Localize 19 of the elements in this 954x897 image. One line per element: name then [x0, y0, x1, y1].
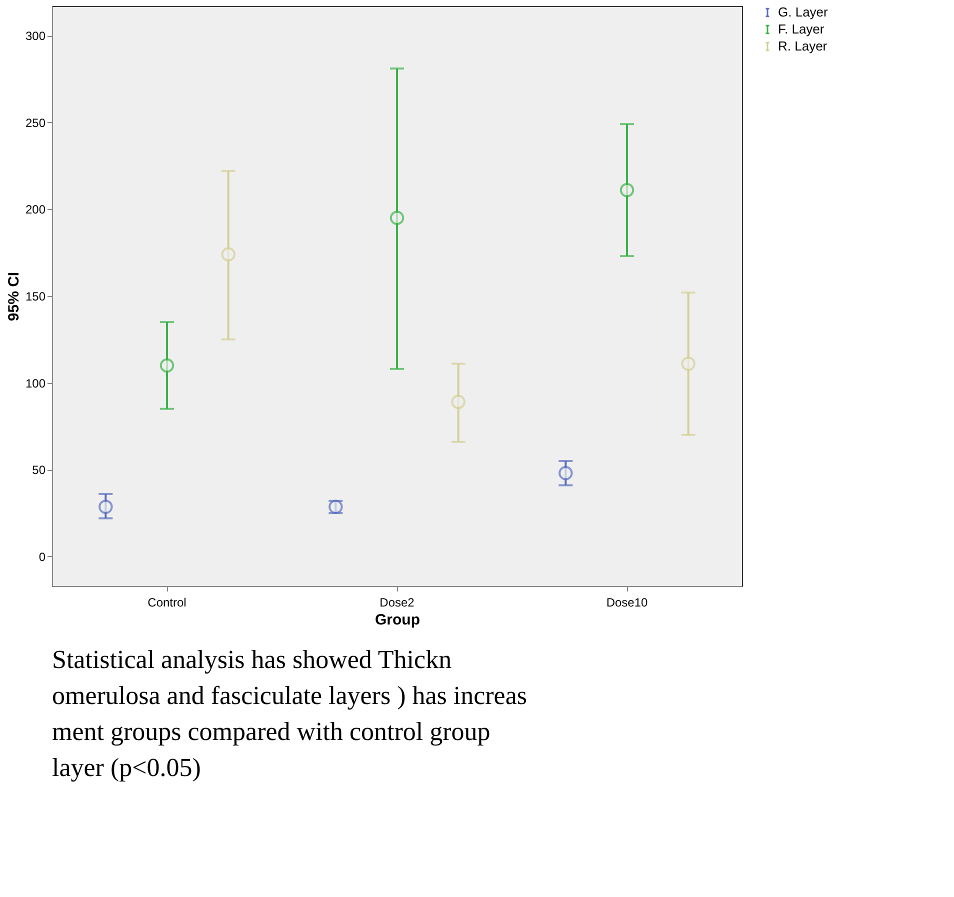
x-tick-label: Dose2: [380, 596, 415, 610]
legend-label: G. Layer: [778, 4, 829, 20]
text: Statistical analysis has showed Thickn: [52, 645, 452, 674]
text: layer (p<0.05): [52, 753, 201, 782]
text: ment groups compared with control group: [52, 717, 490, 746]
y-tick-label: 150: [25, 290, 46, 304]
y-tick-label: 100: [25, 376, 46, 390]
y-tick-label: 50: [32, 463, 46, 478]
legend-label: F. Layer: [778, 22, 825, 36]
y-axis-title: 95% CI: [5, 272, 22, 322]
y-tick-label: 300: [25, 29, 46, 44]
x-tick-label: Dose10: [606, 596, 648, 610]
x-tick-label: Control: [148, 596, 186, 610]
y-tick-label: 250: [25, 116, 46, 130]
text: omerulosa and fasciculate layers ) has increas: [52, 681, 528, 710]
y-tick-label: 0: [38, 550, 46, 564]
legend-label: R. Layer: [778, 38, 828, 54]
y-tick-label: 200: [25, 202, 46, 217]
x-axis-title: Group: [375, 612, 420, 628]
